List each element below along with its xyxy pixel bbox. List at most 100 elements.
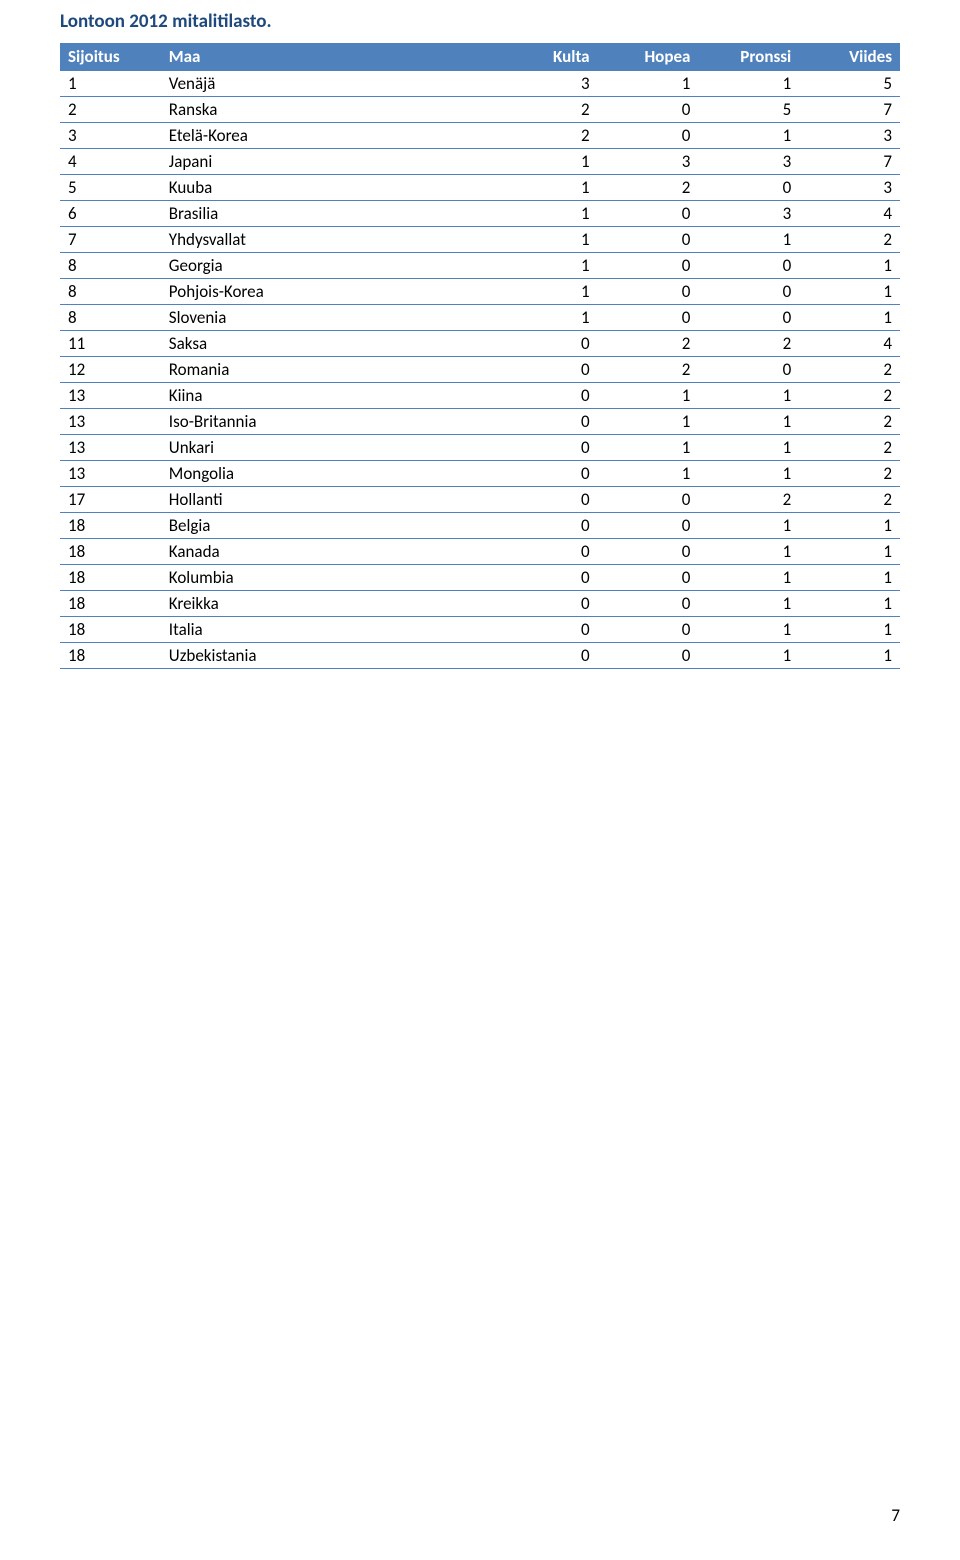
cell-bronze: 1 (698, 643, 799, 669)
cell-country: Kreikka (161, 591, 497, 617)
cell-fifth: 7 (799, 149, 900, 175)
cell-country: Romania (161, 357, 497, 383)
cell-bronze: 1 (698, 227, 799, 253)
cell-gold: 0 (497, 513, 598, 539)
cell-gold: 0 (497, 539, 598, 565)
cell-rank: 13 (60, 409, 161, 435)
cell-gold: 0 (497, 617, 598, 643)
cell-bronze: 2 (698, 487, 799, 513)
medal-table: Sijoitus Maa Kulta Hopea Pronssi Viides … (60, 43, 900, 669)
cell-country: Yhdysvallat (161, 227, 497, 253)
cell-gold: 0 (497, 487, 598, 513)
cell-bronze: 1 (698, 617, 799, 643)
cell-country: Etelä-Korea (161, 123, 497, 149)
cell-rank: 6 (60, 201, 161, 227)
table-row: 13Unkari0112 (60, 435, 900, 461)
cell-rank: 18 (60, 565, 161, 591)
cell-country: Georgia (161, 253, 497, 279)
cell-bronze: 1 (698, 539, 799, 565)
cell-silver: 2 (598, 331, 699, 357)
cell-country: Saksa (161, 331, 497, 357)
cell-bronze: 1 (698, 409, 799, 435)
cell-silver: 1 (598, 409, 699, 435)
cell-silver: 0 (598, 123, 699, 149)
cell-fifth: 1 (799, 617, 900, 643)
cell-country: Kanada (161, 539, 497, 565)
cell-country: Slovenia (161, 305, 497, 331)
cell-country: Italia (161, 617, 497, 643)
table-row: 18Kanada0011 (60, 539, 900, 565)
cell-fifth: 2 (799, 461, 900, 487)
cell-bronze: 0 (698, 279, 799, 305)
table-row: 12Romania0202 (60, 357, 900, 383)
cell-gold: 0 (497, 565, 598, 591)
cell-fifth: 2 (799, 357, 900, 383)
cell-bronze: 3 (698, 149, 799, 175)
cell-fifth: 4 (799, 331, 900, 357)
cell-fifth: 2 (799, 435, 900, 461)
cell-rank: 11 (60, 331, 161, 357)
cell-silver: 0 (598, 253, 699, 279)
cell-bronze: 1 (698, 565, 799, 591)
table-row: 13Mongolia0112 (60, 461, 900, 487)
table-row: 13Iso-Britannia0112 (60, 409, 900, 435)
cell-fifth: 3 (799, 175, 900, 201)
cell-rank: 17 (60, 487, 161, 513)
table-row: 2Ranska2057 (60, 97, 900, 123)
cell-bronze: 1 (698, 461, 799, 487)
cell-silver: 0 (598, 227, 699, 253)
cell-bronze: 1 (698, 71, 799, 97)
cell-rank: 18 (60, 617, 161, 643)
table-row: 5Kuuba1203 (60, 175, 900, 201)
cell-bronze: 1 (698, 383, 799, 409)
col-silver: Hopea (598, 43, 699, 71)
cell-gold: 0 (497, 409, 598, 435)
cell-silver: 1 (598, 461, 699, 487)
cell-fifth: 5 (799, 71, 900, 97)
cell-gold: 1 (497, 201, 598, 227)
cell-silver: 0 (598, 97, 699, 123)
cell-bronze: 0 (698, 357, 799, 383)
cell-rank: 18 (60, 513, 161, 539)
table-row: 18Uzbekistania0011 (60, 643, 900, 669)
cell-bronze: 0 (698, 253, 799, 279)
cell-country: Japani (161, 149, 497, 175)
cell-rank: 8 (60, 253, 161, 279)
cell-country: Ranska (161, 97, 497, 123)
cell-gold: 0 (497, 435, 598, 461)
page-number: 7 (891, 1505, 900, 1526)
cell-gold: 1 (497, 253, 598, 279)
cell-rank: 18 (60, 539, 161, 565)
cell-silver: 0 (598, 643, 699, 669)
cell-gold: 1 (497, 149, 598, 175)
cell-fifth: 2 (799, 487, 900, 513)
col-gold: Kulta (497, 43, 598, 71)
cell-rank: 13 (60, 461, 161, 487)
cell-gold: 1 (497, 305, 598, 331)
cell-country: Kiina (161, 383, 497, 409)
cell-silver: 2 (598, 175, 699, 201)
cell-bronze: 0 (698, 305, 799, 331)
cell-country: Brasilia (161, 201, 497, 227)
cell-country: Mongolia (161, 461, 497, 487)
cell-silver: 0 (598, 591, 699, 617)
table-row: 8Slovenia1001 (60, 305, 900, 331)
table-row: 11Saksa0224 (60, 331, 900, 357)
cell-silver: 1 (598, 435, 699, 461)
cell-country: Kuuba (161, 175, 497, 201)
table-row: 17Hollanti0022 (60, 487, 900, 513)
cell-fifth: 2 (799, 409, 900, 435)
cell-gold: 1 (497, 279, 598, 305)
cell-fifth: 7 (799, 97, 900, 123)
table-row: 3Etelä-Korea2013 (60, 123, 900, 149)
table-row: 13Kiina0112 (60, 383, 900, 409)
table-row: 8Pohjois-Korea1001 (60, 279, 900, 305)
cell-gold: 2 (497, 97, 598, 123)
cell-gold: 0 (497, 357, 598, 383)
table-row: 18Kreikka0011 (60, 591, 900, 617)
cell-gold: 1 (497, 175, 598, 201)
cell-rank: 7 (60, 227, 161, 253)
cell-bronze: 0 (698, 175, 799, 201)
cell-silver: 2 (598, 357, 699, 383)
cell-country: Belgia (161, 513, 497, 539)
